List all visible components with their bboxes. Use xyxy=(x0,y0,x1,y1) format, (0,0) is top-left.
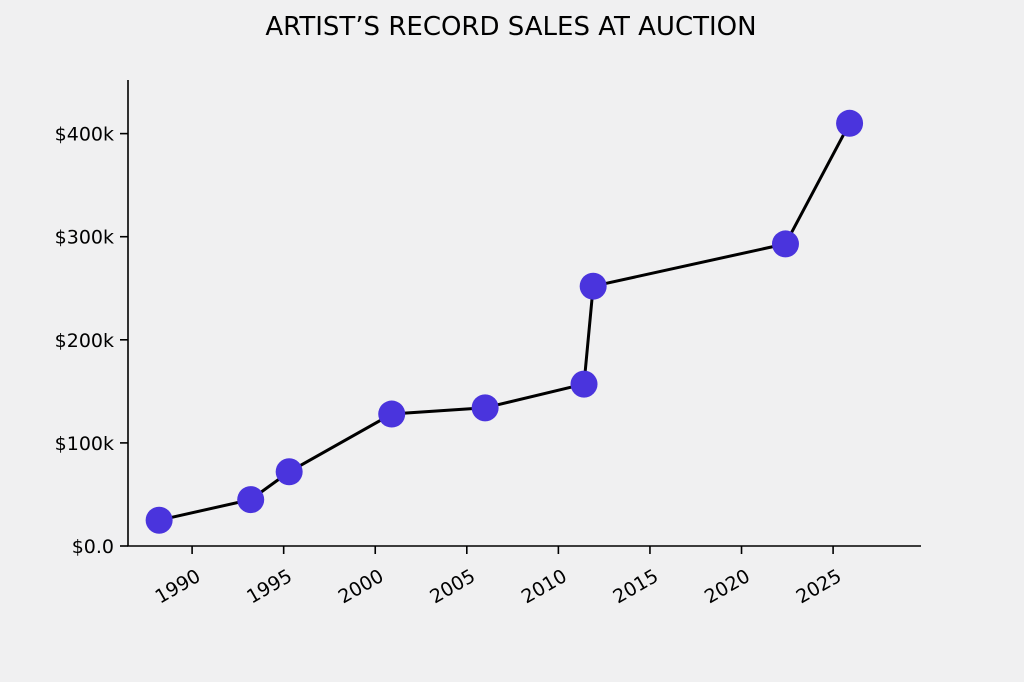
data-point xyxy=(237,486,265,514)
y-tick-label: $400k xyxy=(55,124,114,146)
data-point xyxy=(471,394,499,422)
series xyxy=(145,109,864,534)
x-tick-label: 2015 xyxy=(609,565,662,608)
x-tick-label: 1995 xyxy=(243,565,296,608)
y-tick-label: $300k xyxy=(55,227,114,249)
x-tick-label: 2005 xyxy=(426,565,479,608)
data-point xyxy=(579,272,607,300)
x-tick-label: 2025 xyxy=(793,565,846,608)
data-point xyxy=(378,400,406,428)
y-tick-label: $0.0 xyxy=(72,536,114,558)
data-point xyxy=(275,458,303,486)
y-tick-label: $200k xyxy=(55,330,114,352)
x-tick-label: 2020 xyxy=(701,565,754,608)
data-point xyxy=(145,506,173,534)
data-point xyxy=(771,230,799,258)
data-point xyxy=(570,370,598,398)
x-ticks: 1990 1995 2000 2005 2010 2015 2020 2025 xyxy=(152,546,846,608)
y-ticks: $0.0 $100k $200k $300k $400k xyxy=(55,124,128,558)
x-tick-label: 2010 xyxy=(518,565,571,608)
chart-title: ARTIST’S RECORD SALES AT AUCTION xyxy=(265,12,756,42)
x-tick-label: 1990 xyxy=(152,565,205,608)
y-tick-label: $100k xyxy=(55,433,114,455)
x-tick-label: 2000 xyxy=(335,565,388,608)
data-point xyxy=(836,109,864,137)
series-line xyxy=(158,122,851,522)
